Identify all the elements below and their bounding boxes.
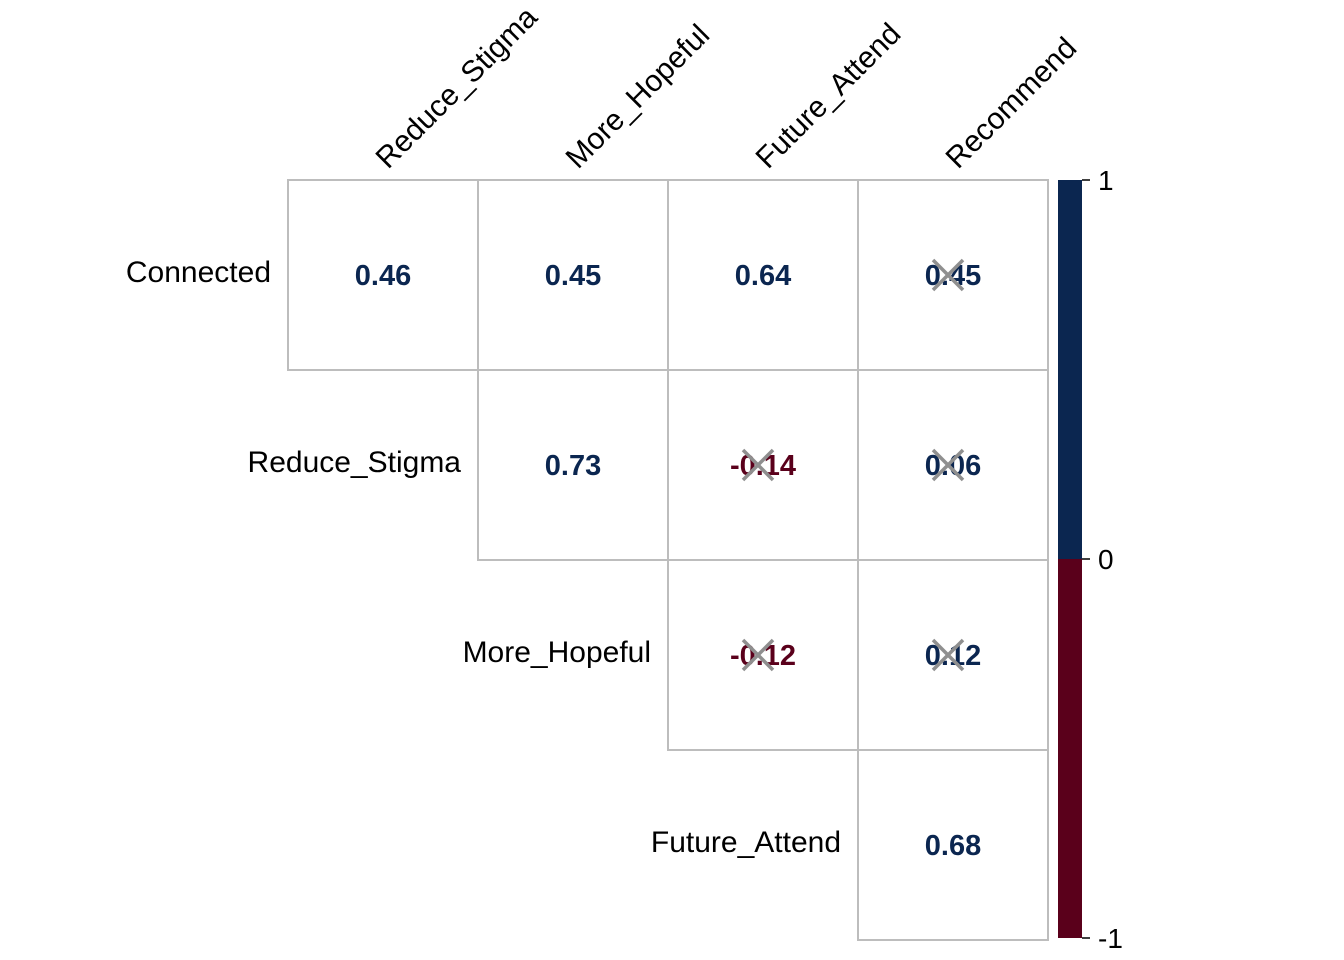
row-label-more-hopeful: More_Hopeful <box>463 636 651 669</box>
non-significant-cross-icon <box>931 258 965 292</box>
colorbar-positive-band <box>1058 180 1082 559</box>
colorbar-negative-band <box>1058 559 1082 938</box>
column-label-recommend: Recommend <box>940 31 1084 175</box>
cell-box <box>667 559 859 751</box>
colorbar-tick-label: 1 <box>1098 165 1114 196</box>
cell-value-label: -0.14 <box>730 450 796 482</box>
cell-box <box>857 369 1049 561</box>
cell-value-label: 0.12 <box>925 640 981 672</box>
cell-reduce-stigma-more-hopeful: 0.73 <box>477 369 669 561</box>
cell-connected-more-hopeful: 0.45 <box>477 179 669 371</box>
colorbar-tick-label: 0 <box>1098 544 1114 575</box>
cell-value-label: 0.73 <box>545 450 601 482</box>
cell-connected-reduce-stigma: 0.46 <box>287 179 479 371</box>
cell-reduce-stigma-recommend: 0.06 <box>857 369 1049 561</box>
cell-box <box>477 179 669 371</box>
column-labels: Reduce_Stigma More_Hopeful Future_Attend Re… <box>370 0 1084 174</box>
column-label-future-attend: Future_Attend <box>750 17 908 175</box>
cell-value-label: 0.45 <box>925 260 981 292</box>
colorbar: 1 0 -1 <box>1058 165 1123 954</box>
cell-box <box>667 369 859 561</box>
cell-box <box>857 749 1049 941</box>
non-significant-cross-icon <box>931 638 965 672</box>
column-label-reduce-stigma: Reduce_Stigma <box>370 0 544 174</box>
colorbar-tick-label: -1 <box>1098 923 1123 954</box>
matrix-cells: 0.46 0.45 0.64 0.45 0.73 -0.14 0.06 -0.12 0.12 0.… <box>287 179 1049 941</box>
cell-value-label: 0.64 <box>735 260 791 292</box>
non-significant-cross-icon <box>931 448 965 482</box>
cell-box <box>857 559 1049 751</box>
cell-future-attend-recommend: 0.68 <box>857 749 1049 941</box>
cell-more-hopeful-recommend: 0.12 <box>857 559 1049 751</box>
cell-reduce-stigma-future-attend: -0.14 <box>667 369 859 561</box>
cell-box <box>287 179 479 371</box>
non-significant-cross-icon <box>741 448 775 482</box>
cell-value-label: 0.46 <box>355 260 411 292</box>
cell-value-label: 0.68 <box>925 830 981 862</box>
non-significant-cross-icon <box>741 638 775 672</box>
cell-value-label: 0.06 <box>925 450 981 482</box>
row-label-reduce-stigma: Reduce_Stigma <box>248 446 462 479</box>
cell-value-label: -0.12 <box>730 640 796 672</box>
row-label-future-attend: Future_Attend <box>651 826 841 859</box>
row-label-connected: Connected <box>126 256 271 289</box>
row-labels: Connected Reduce_Stigma More_Hopeful Future… <box>126 256 841 859</box>
cell-box <box>477 369 669 561</box>
cell-connected-future-attend: 0.64 <box>667 179 859 371</box>
column-label-more-hopeful: More_Hopeful <box>560 18 717 175</box>
cell-more-hopeful-future-attend: -0.12 <box>667 559 859 751</box>
cell-value-label: 0.45 <box>545 260 601 292</box>
cell-connected-recommend: 0.45 <box>857 179 1049 371</box>
